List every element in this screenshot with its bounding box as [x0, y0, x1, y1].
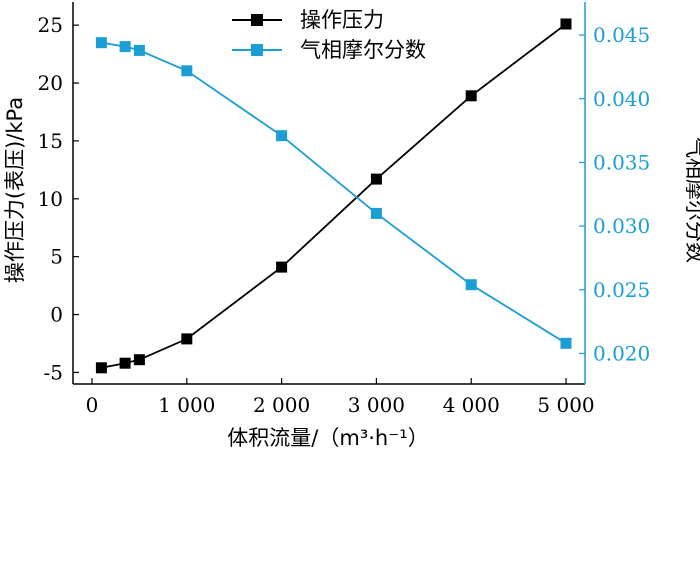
right-tick-label: 0.040 — [593, 87, 650, 111]
x-tick-label: 5 000 — [537, 393, 594, 417]
left-tick-label: 5 — [50, 245, 63, 269]
x-axis-title: 体积流量/（m³·h⁻¹） — [227, 426, 428, 450]
series-line — [101, 23, 567, 369]
data-point — [465, 90, 477, 102]
series-fraction — [95, 37, 572, 349]
legend-marker-pressure — [251, 14, 263, 26]
series-layer — [95, 18, 572, 374]
left-tick-label: 20 — [38, 71, 63, 95]
right-tick-label: 0.030 — [593, 214, 650, 238]
axes — [72, 2, 586, 385]
data-point — [95, 37, 107, 49]
legend-label-pressure: 操作压力 — [300, 8, 384, 32]
data-point — [133, 44, 145, 56]
data-point — [119, 357, 131, 369]
x-tick-label: 1 000 — [158, 393, 215, 417]
x-tick-label: 4 000 — [443, 393, 500, 417]
data-point — [181, 333, 193, 345]
legend: 操作压力 气相摩尔分数 — [232, 8, 426, 62]
left-tick-label: 25 — [38, 13, 63, 37]
right-axis-title: 气相摩尔分数 — [683, 137, 700, 263]
left-tick-label: 0 — [50, 303, 63, 327]
ticks: 0 1 000 2 000 3 000 4 000 5 000 -5 0 5 10 15 20 25 0.… — [38, 13, 651, 417]
x-tick-label: 3 000 — [348, 393, 405, 417]
left-axis-title: 操作压力(表压)/kPa — [3, 97, 27, 283]
series-line — [101, 41, 567, 345]
right-tick-label: 0.035 — [593, 150, 650, 174]
series-pressure — [95, 18, 572, 374]
data-point — [560, 18, 572, 30]
data-point — [119, 41, 131, 53]
data-point — [181, 65, 193, 77]
data-point — [370, 173, 382, 185]
data-point — [276, 130, 288, 142]
data-point — [370, 207, 382, 219]
data-point — [465, 279, 477, 291]
data-point — [560, 337, 572, 349]
left-tick-label: -5 — [44, 360, 63, 384]
left-tick-label: 10 — [38, 187, 63, 211]
data-point — [95, 362, 107, 374]
data-point — [276, 261, 288, 273]
x-tick-label: 2 000 — [253, 393, 310, 417]
legend-marker-fraction — [251, 44, 263, 56]
left-tick-label: 15 — [38, 129, 63, 153]
right-tick-label: 0.025 — [593, 278, 650, 302]
right-tick-label: 0.020 — [593, 341, 650, 365]
legend-label-fraction: 气相摩尔分数 — [300, 38, 426, 62]
right-tick-label: 0.045 — [593, 23, 650, 47]
x-tick-label: 0 — [86, 393, 99, 417]
data-point — [133, 354, 145, 366]
